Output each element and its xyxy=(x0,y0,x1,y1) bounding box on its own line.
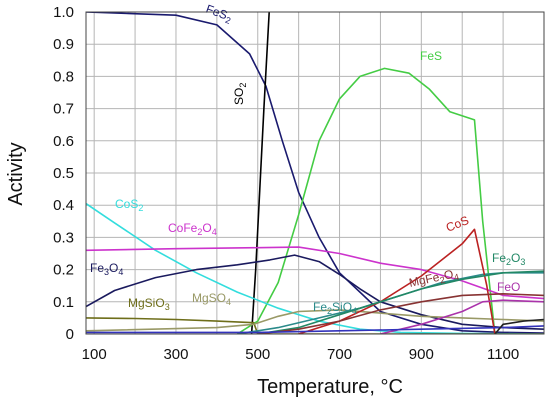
series-label-fe2sio4: Fe2SiO4 xyxy=(313,300,357,316)
series-line-feo xyxy=(380,299,544,334)
x-axis-ticks: 100 300 500 700 900 1100 xyxy=(82,346,520,363)
y-tick-label: 1.0 xyxy=(53,4,74,21)
series-line-fes xyxy=(236,67,496,334)
series-label-cofe2o4: CoFe2O4 xyxy=(168,221,217,237)
series-label-fe2o3: Fe2O3 xyxy=(492,251,525,267)
series-line-mgso4 xyxy=(86,309,544,332)
plot-frame xyxy=(85,11,545,335)
series-label-cos2: CoS2 xyxy=(115,197,143,213)
series-label-fes: FeS xyxy=(420,49,442,63)
series-label-cos: CoS xyxy=(444,213,471,235)
series-line-mgfe2o4 xyxy=(257,292,544,334)
y-axis-title: Activity xyxy=(5,142,27,205)
y-tick-label: 0.1 xyxy=(53,294,74,311)
x-tick-label: 500 xyxy=(245,346,270,363)
x-tick-label: 900 xyxy=(409,346,434,363)
series-line-minor2 xyxy=(494,318,544,334)
series-line-so2 xyxy=(250,12,270,334)
series-label-mgfe2o4: MgFe2O4 xyxy=(408,266,460,292)
series-line-fes2 xyxy=(86,12,544,334)
series-line-cos2 xyxy=(86,202,544,334)
x-tick-label: 300 xyxy=(163,346,188,363)
series-line-cofe2o4 xyxy=(86,246,544,300)
y-tick-label: 0.4 xyxy=(53,197,74,214)
x-tick-label: 700 xyxy=(327,346,352,363)
x-tick-label: 1100 xyxy=(487,346,519,363)
y-tick-label: 0 xyxy=(66,326,74,343)
y-tick-label: 0.6 xyxy=(53,133,74,150)
series-line-minor1 xyxy=(86,325,544,334)
y-tick-label: 0.3 xyxy=(53,229,74,246)
series-line-fe3o4 xyxy=(86,254,544,330)
series-label-mgso4: MgSO4 xyxy=(192,291,231,307)
y-tick-label: 0.5 xyxy=(53,165,74,182)
y-tick-label: 0.7 xyxy=(53,101,74,118)
series-line-fe2o3 xyxy=(257,270,544,334)
series-line-mgsio3 xyxy=(86,317,544,334)
series-lines xyxy=(86,12,544,334)
x-axis-title: Temperature, °C xyxy=(257,376,403,398)
y-tick-label: 0.9 xyxy=(53,36,74,53)
series-label-fe3o4: Fe3O4 xyxy=(90,261,123,277)
series-label-feo: FeO xyxy=(497,280,520,294)
y-tick-label: 0.8 xyxy=(53,68,74,85)
y-tick-label: 0.2 xyxy=(53,262,74,279)
series-label-mgsio3: MgSiO3 xyxy=(128,296,170,312)
series-label-so2: SO2 xyxy=(232,83,248,105)
x-tick-label: 100 xyxy=(82,346,107,363)
y-axis-ticks: 0 0.1 0.2 0.3 0.4 0.5 0.6 0.7 0.8 0.9 1.0 xyxy=(53,4,74,343)
